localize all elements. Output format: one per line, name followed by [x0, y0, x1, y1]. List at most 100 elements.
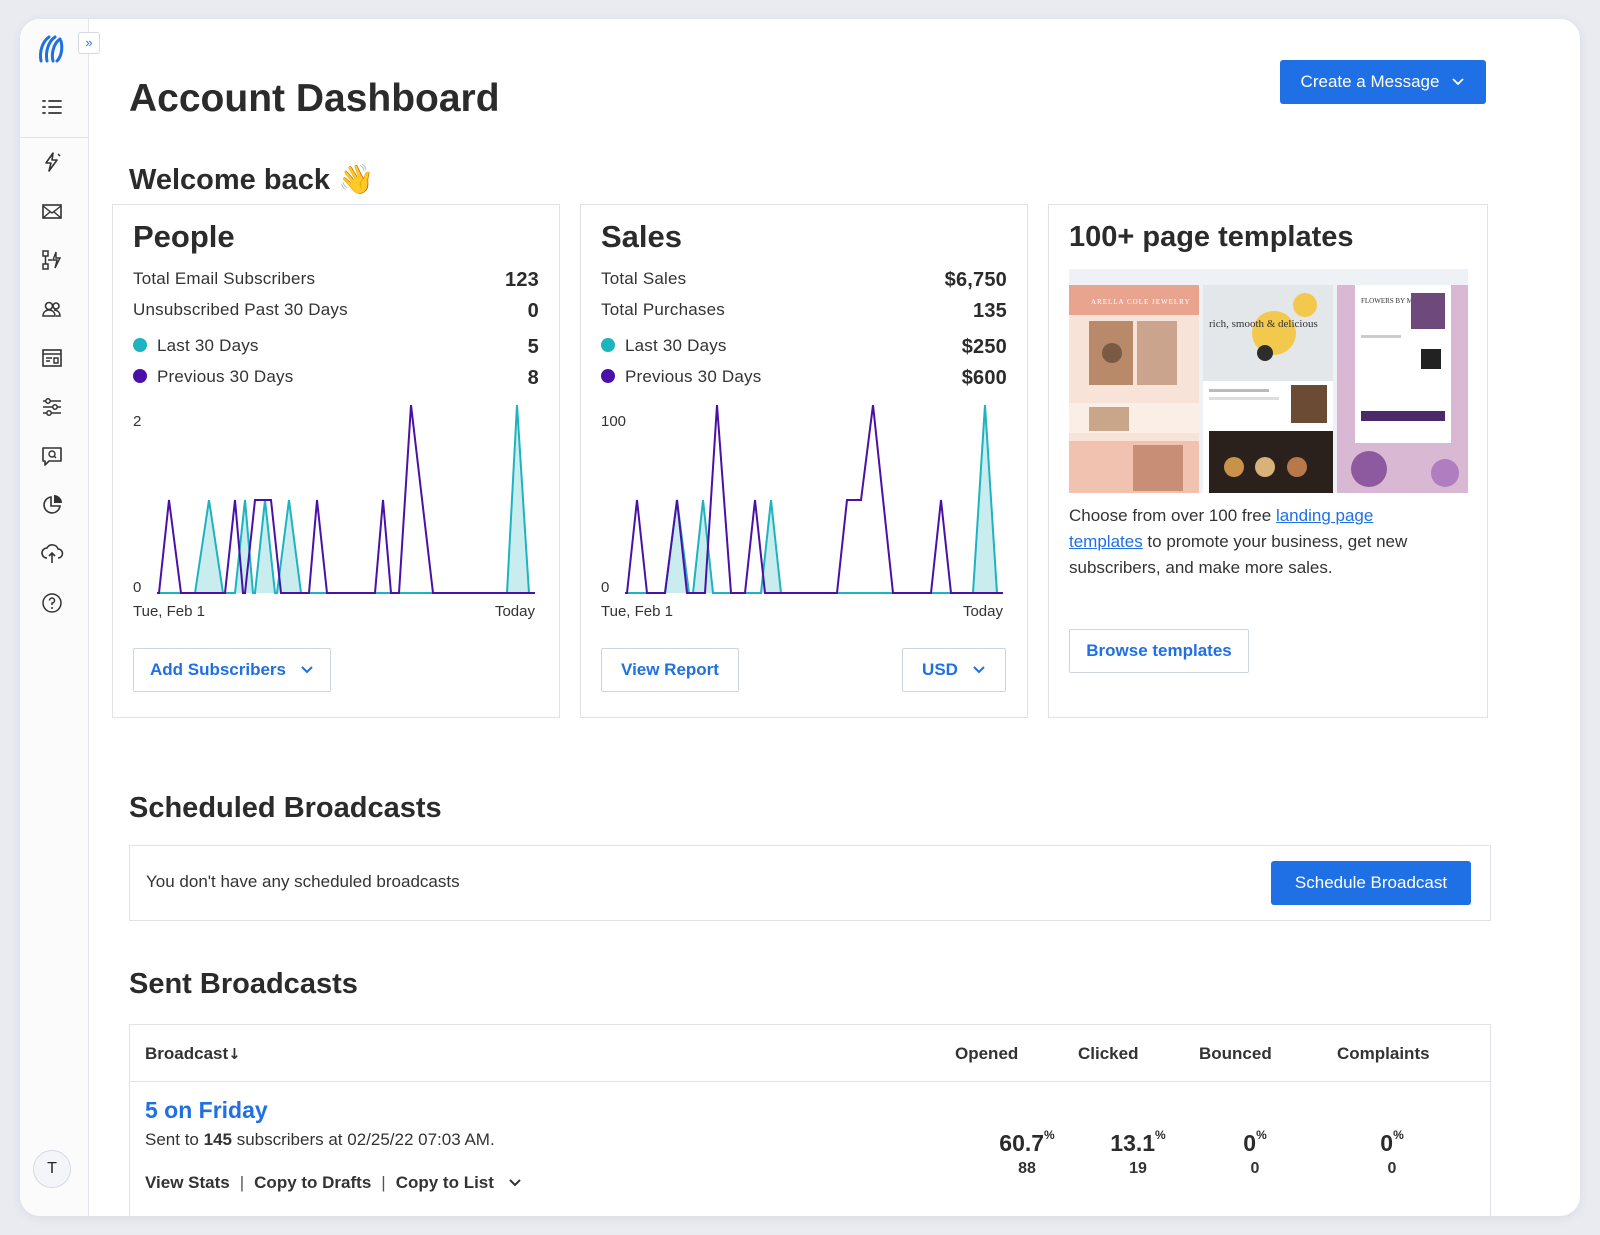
stat-value: 0	[527, 300, 539, 322]
bounced-metric: 0% 0	[1210, 1128, 1300, 1178]
stat-row: Unsubscribed Past 30 Days 0	[133, 300, 539, 323]
copy-to-drafts-link[interactable]: Copy to Drafts	[254, 1173, 372, 1192]
view-stats-link[interactable]: View Stats	[145, 1173, 230, 1192]
empty-state-message: You don't have any scheduled broadcasts	[146, 872, 460, 891]
sales-title: Sales	[601, 219, 683, 254]
prev30-line	[157, 405, 535, 594]
sales-card: Sales Total Sales $6,750 Total Purchases…	[580, 204, 1028, 718]
stat-value: 8	[527, 367, 539, 389]
stat-value: 135	[973, 300, 1007, 322]
expand-sidebar-button[interactable]: »	[78, 32, 100, 54]
stat-row: Last 30 Days 5	[133, 336, 539, 359]
percent-sign: %	[1256, 1128, 1267, 1142]
clicked-column-header: Clicked	[1078, 1044, 1139, 1063]
view-report-label: View Report	[621, 660, 719, 679]
stat-label: Total Sales	[601, 269, 687, 288]
prev30-legend-dot	[133, 369, 147, 383]
last30-area	[665, 405, 997, 593]
pie-chart-icon[interactable]	[39, 492, 65, 518]
last30-legend-dot	[133, 338, 147, 352]
stat-row: Previous 30 Days $600	[601, 367, 1007, 390]
chevron-down-icon	[973, 666, 985, 674]
table-header: Broadcast↓ Opened Clicked Bounced Compla…	[130, 1025, 1490, 1082]
sales-chart: 100 0 Tue, Feb 1 Today	[601, 405, 1003, 620]
templates-title: 100+ page templates	[1069, 221, 1354, 253]
stat-row: Total Email Subscribers 123	[133, 269, 539, 292]
stat-label: Unsubscribed Past 30 Days	[133, 300, 348, 319]
percent-sign: %	[1044, 1128, 1055, 1142]
people-card: People Total Email Subscribers 123 Unsub…	[112, 204, 560, 718]
stat-row: Total Sales $6,750	[601, 269, 1007, 292]
y-max-label: 100	[601, 413, 626, 430]
landing-page-templates-link[interactable]: landing page templates	[1069, 506, 1374, 551]
sent-broadcasts-title: Sent Broadcasts	[129, 968, 358, 1000]
x-start-label: Tue, Feb 1	[133, 603, 205, 620]
people-icon[interactable]	[39, 296, 65, 322]
opened-count: 88	[1018, 1160, 1036, 1177]
sent-prefix: Sent to	[145, 1130, 204, 1149]
clicked-count: 19	[1129, 1160, 1147, 1177]
currency-select[interactable]: USD	[902, 648, 1006, 692]
people-chart: 2 0 Tue, Feb 1 Today	[133, 405, 535, 620]
stat-value: $250	[961, 336, 1007, 358]
create-message-button[interactable]: Create a Message	[1280, 60, 1486, 104]
templates-preview-image[interactable]: ARELLA COLE JEWELRY rich, smooth & delic…	[1069, 269, 1468, 493]
y-min-label: 0	[133, 579, 141, 596]
user-avatar[interactable]: T	[33, 1150, 71, 1188]
stat-row: Total Purchases 135	[601, 300, 1007, 323]
broadcast-column-header[interactable]: Broadcast↓	[145, 1044, 241, 1064]
stat-row: Last 30 Days $250	[601, 336, 1007, 359]
templates-card: 100+ page templates ARELLA COLE JEWELRY	[1048, 204, 1488, 718]
y-min-label: 0	[601, 579, 609, 596]
percent-sign: %	[1393, 1128, 1404, 1142]
x-end-label: Today	[963, 603, 1003, 620]
menu-icon[interactable]	[39, 94, 65, 120]
view-report-button[interactable]: View Report	[601, 648, 739, 692]
browse-templates-button[interactable]: Browse templates	[1069, 629, 1249, 673]
clicked-metric: 13.1% 19	[1093, 1128, 1183, 1178]
broadcast-name-link[interactable]: 5 on Friday	[145, 1097, 268, 1123]
automation-icon[interactable]	[39, 247, 65, 273]
landing-page-icon[interactable]	[39, 345, 65, 371]
complaints-count: 0	[1387, 1160, 1397, 1177]
svg-text:rich, smooth & delicious: rich, smooth & delicious	[1209, 318, 1318, 330]
stat-label: Last 30 Days	[625, 336, 727, 355]
bounced-count: 0	[1250, 1160, 1260, 1177]
page-title: Account Dashboard	[129, 77, 500, 120]
envelope-icon[interactable]	[39, 198, 65, 224]
prev30-line	[625, 405, 1003, 594]
wave-emoji-icon: 👋	[338, 162, 375, 196]
y-max-label: 2	[133, 413, 141, 430]
copy-to-list-link[interactable]: Copy to List	[395, 1173, 494, 1192]
last30-area	[195, 405, 529, 593]
sent-suffix: subscribers at 02/25/22 07:03 AM.	[231, 1130, 495, 1149]
chat-icon[interactable]	[39, 443, 65, 469]
sliders-icon[interactable]	[39, 394, 65, 420]
chevron-down-icon[interactable]	[508, 1178, 522, 1188]
scheduled-broadcasts-title: Scheduled Broadcasts	[129, 792, 442, 824]
brand-logo-icon[interactable]	[33, 31, 69, 67]
welcome-text: Welcome back	[129, 164, 330, 196]
prev30-legend-dot	[601, 369, 615, 383]
chevron-down-icon	[1452, 78, 1465, 86]
separator: |	[239, 1173, 245, 1192]
integrations-icon[interactable]	[39, 541, 65, 567]
add-subscribers-button[interactable]: Add Subscribers	[133, 648, 331, 692]
lightning-icon[interactable]	[39, 149, 65, 175]
x-end-label: Today	[495, 603, 535, 620]
stat-value: $600	[961, 367, 1007, 389]
stat-label: Previous 30 Days	[625, 367, 762, 386]
scheduled-broadcasts-box: You don't have any scheduled broadcasts …	[129, 845, 1491, 921]
stat-value: 123	[505, 269, 539, 291]
description-text: to promote your business, get new subscr…	[1069, 532, 1408, 577]
broadcast-sent-info: Sent to 145 subscribers at 02/25/22 07:0…	[145, 1130, 495, 1150]
x-start-label: Tue, Feb 1	[601, 603, 673, 620]
stat-row: Previous 30 Days 8	[133, 367, 539, 390]
description-text: Choose from over 100 free	[1069, 506, 1276, 525]
browse-templates-label: Browse templates	[1086, 641, 1232, 660]
help-icon[interactable]	[39, 590, 65, 616]
sidebar-divider	[20, 137, 89, 138]
clicked-percent: 13.1	[1110, 1130, 1156, 1156]
currency-value: USD	[922, 660, 958, 679]
schedule-broadcast-button[interactable]: Schedule Broadcast	[1271, 861, 1471, 905]
